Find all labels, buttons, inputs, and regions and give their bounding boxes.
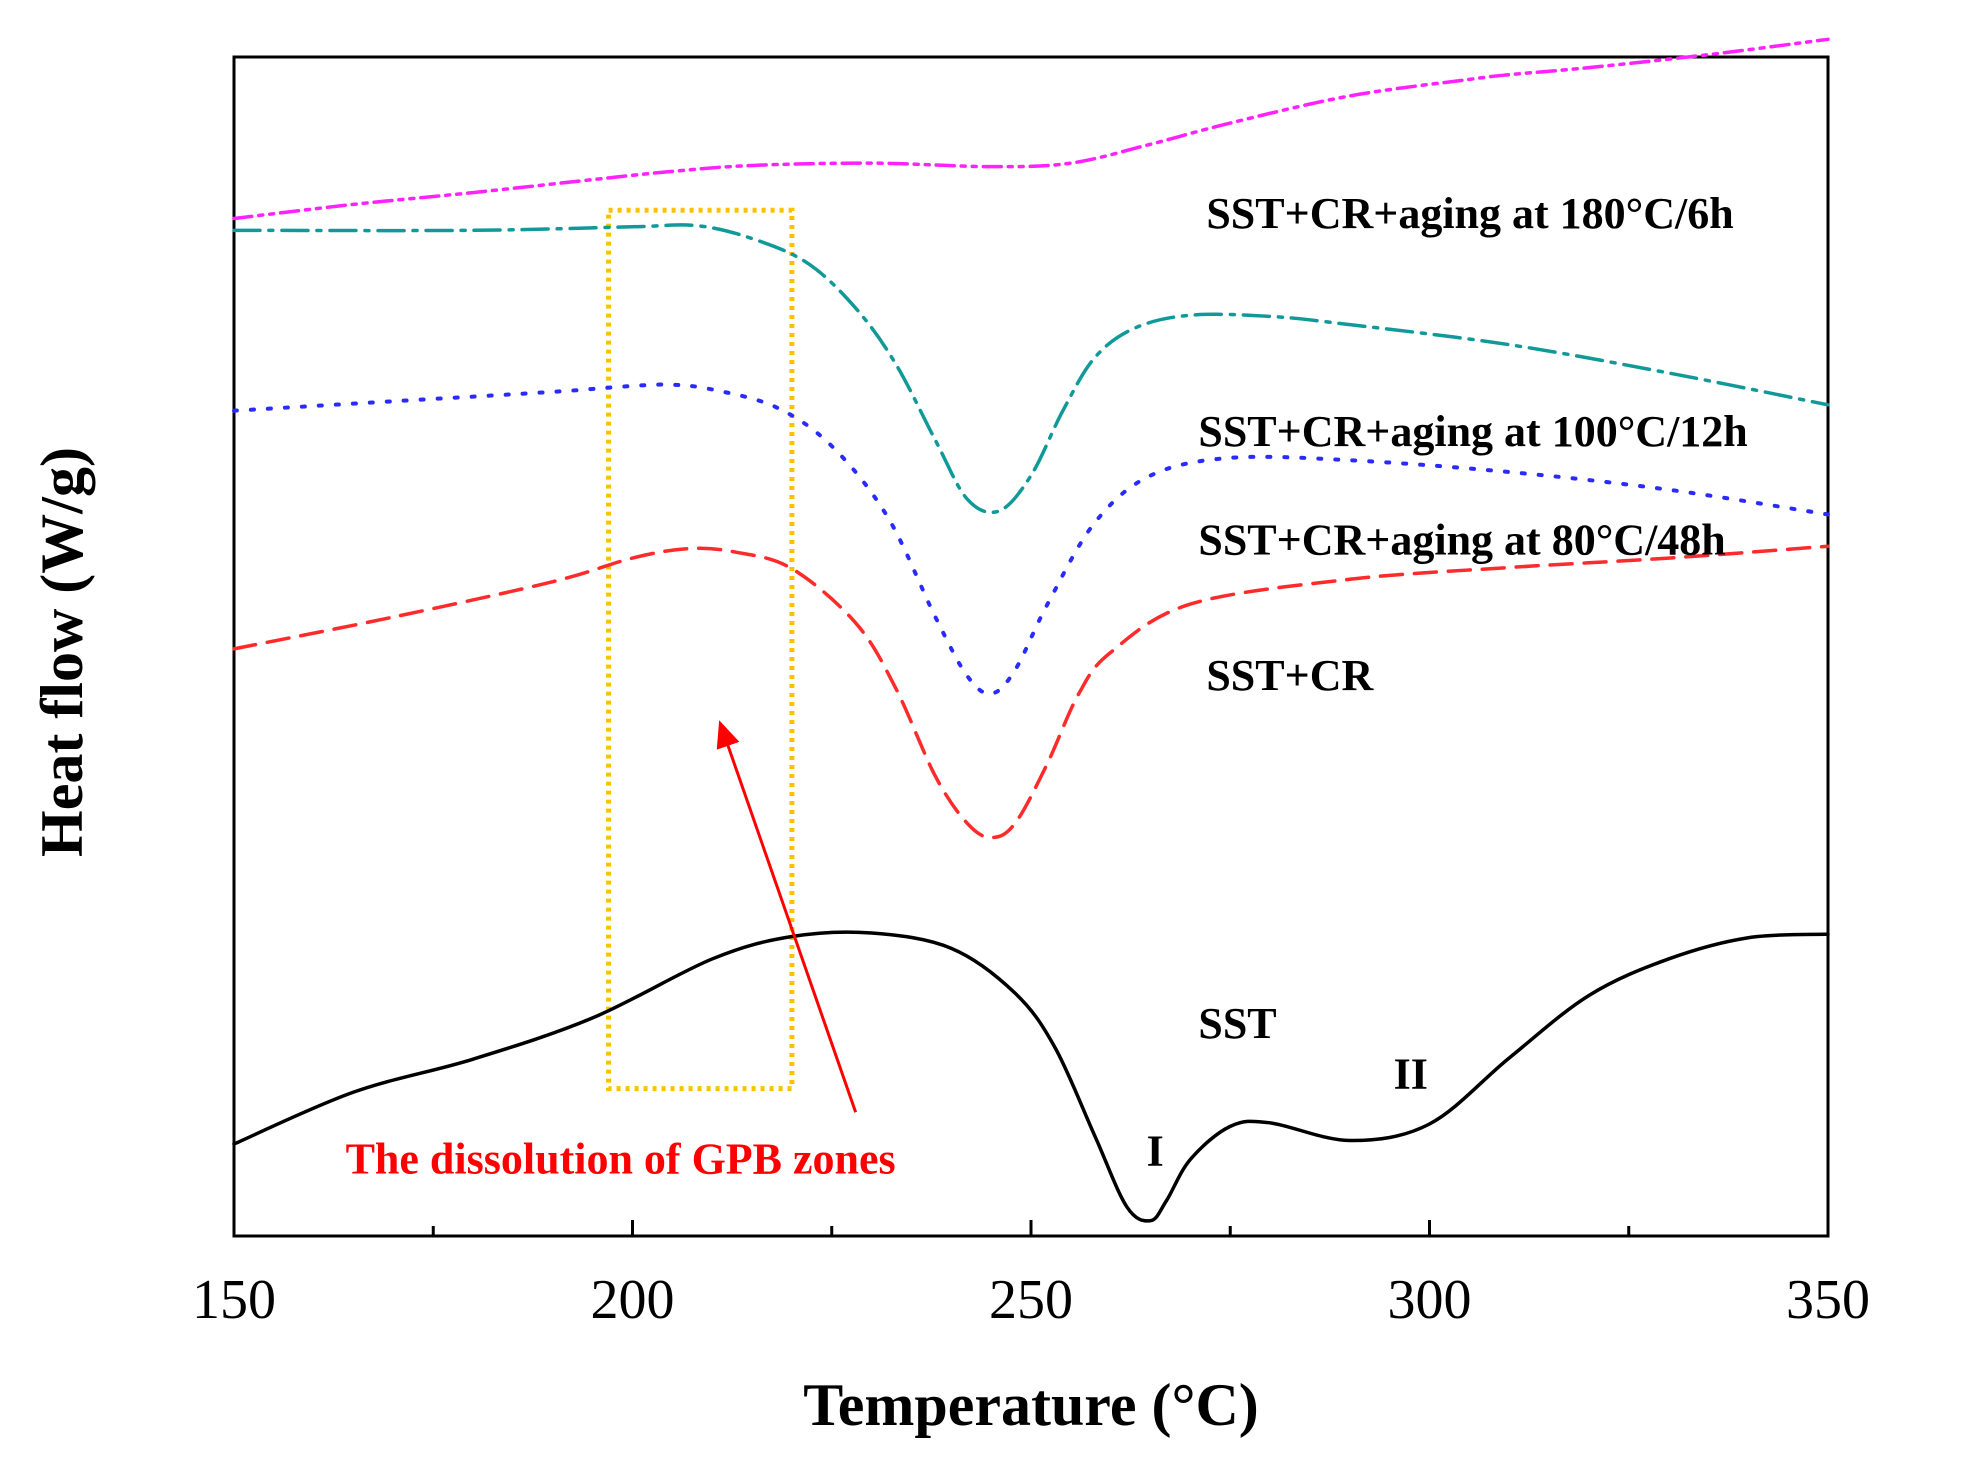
x-tick-label: 150	[192, 1269, 276, 1331]
x-axis-title: Temperature (°C)	[803, 1372, 1259, 1438]
x-tick-label: 300	[1388, 1269, 1472, 1331]
series-lines	[232, 37, 1830, 1223]
x-tick-label: 350	[1786, 1269, 1870, 1331]
x-tick-label: 200	[591, 1269, 675, 1331]
y-axis-title: Heat flow (W/g)	[29, 447, 95, 857]
gpb-highlight-box	[606, 207, 795, 1092]
annotation-arrow	[716, 720, 858, 1113]
series-line-aging-80	[232, 382, 1830, 696]
series-line-sst-cr	[232, 544, 1830, 840]
peak-label-2: II	[1394, 1050, 1428, 1099]
series-label-aging-80: SST+CR+aging at 80°C/48h	[1198, 516, 1725, 565]
series-line-sst	[232, 930, 1830, 1223]
series-label-aging-180: SST+CR+aging at 180°C/6h	[1206, 189, 1733, 238]
series-label-aging-100: SST+CR+aging at 100°C/12h	[1198, 407, 1747, 456]
series-line-aging-100	[232, 223, 1830, 515]
series-label-sst: SST	[1198, 999, 1276, 1048]
x-tick-label: 250	[989, 1269, 1073, 1331]
gpb-annotation-text: The dissolution of GPB zones	[346, 1135, 896, 1184]
peak-label-1: I	[1147, 1126, 1164, 1175]
x-axis-ticks	[232, 1220, 1830, 1236]
series-label-sst-cr: SST+CR	[1206, 651, 1374, 700]
x-axis-tick-labels: 150 200 250 300 350	[192, 1269, 1870, 1331]
series-line-aging-180	[232, 37, 1830, 221]
